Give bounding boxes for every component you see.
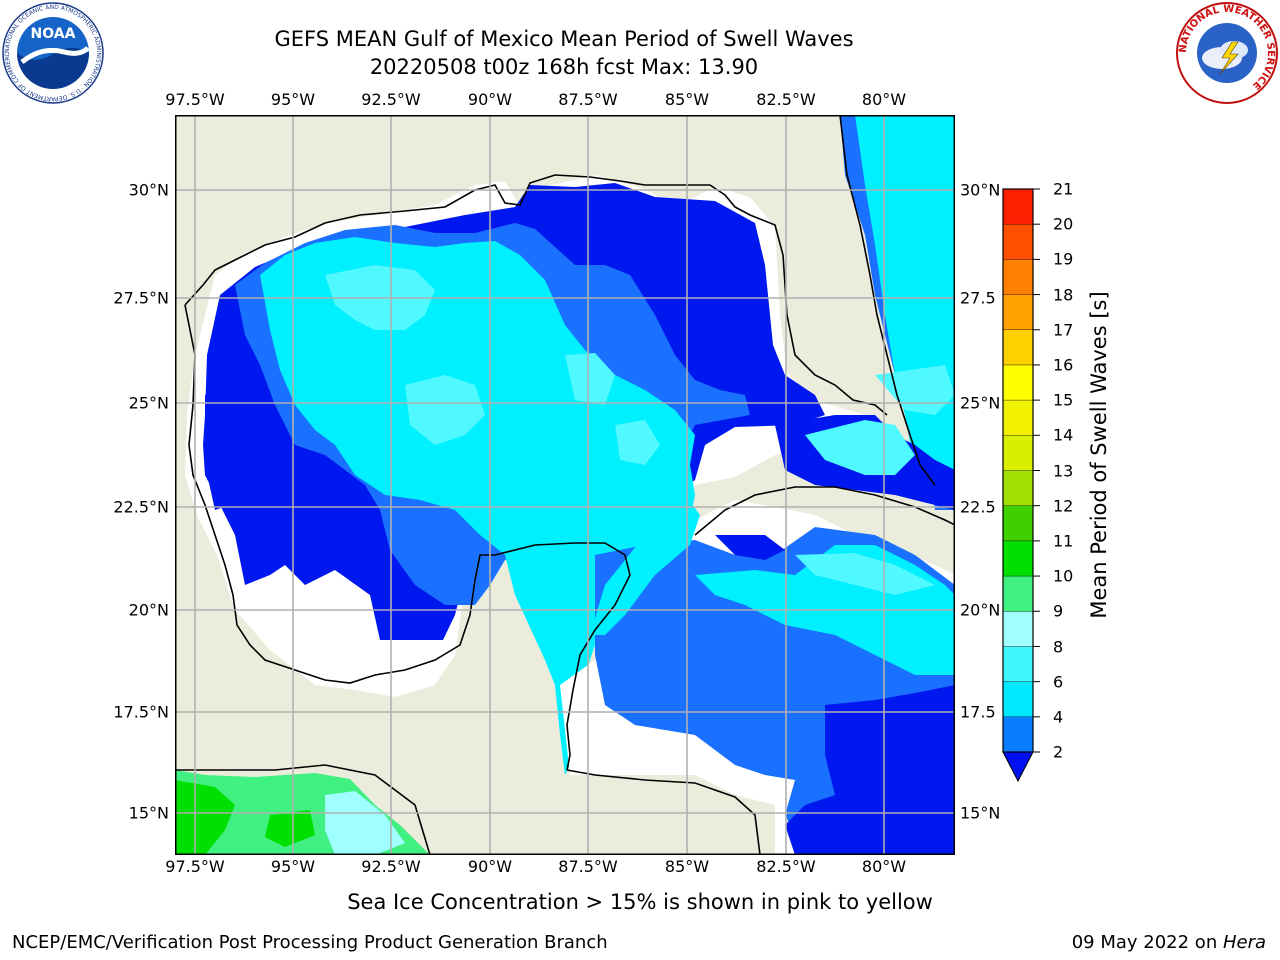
lat-label-left: 27.5°N [113,288,169,308]
coastline [566,769,761,854]
colorbar-tick-label: 16 [1053,355,1074,375]
colorbar-segment [1003,364,1033,401]
colorbar-axis-label: Mean Period of Swell Waves [s] [1087,291,1111,618]
lat-label-left: 17.5°N [113,702,169,722]
lon-label-top: 95°W [270,90,316,109]
colorbar-segment [1003,681,1033,718]
lat-label-left: 15°N [128,803,169,823]
colorbar-tick-label: 2 [1053,742,1064,762]
colorbar-segment [1003,224,1033,260]
run-date: 09 May 2022 on Hera [1072,932,1266,953]
lon-label-bottom: 90°W [467,857,513,876]
noaa-logo: NATIONAL OCEANIC AND ATMOSPHERIC ADMINIS… [2,2,104,104]
lon-label-bottom: 97.5°W [165,857,225,876]
lon-label-top: 97.5°W [165,90,225,109]
lon-label-bottom: 92.5°W [361,857,421,876]
colorbar-segment [1003,540,1033,577]
colorbar-tick-label: 13 [1053,461,1074,481]
colorbar-segment [1003,259,1033,295]
colorbar-segment [1003,329,1033,366]
nws-logo: NATIONAL WEATHER SERVICE [1176,2,1278,104]
colorbar-tick-label: 6 [1053,672,1064,692]
colorbar-tick-label: 21 [1053,179,1074,199]
lat-label-left: 20°N [128,600,169,620]
lon-label-top: 85°W [664,90,710,109]
lat-label-right: 20°N [960,600,1001,620]
colorbar-tick-label: 4 [1053,707,1064,727]
colorbar-segment [1003,576,1033,612]
lon-label-bottom: 85°W [664,857,710,876]
machine-name: Hera [1222,932,1266,953]
colorbar [1002,188,1040,783]
colorbar-tick-label: 19 [1053,249,1074,269]
credit-line: NCEP/EMC/Verification Post Processing Pr… [12,932,608,953]
lat-label-left: 30°N [128,180,169,200]
lat-label-left: 25°N [128,393,169,413]
lon-label-top: 90°W [467,90,513,109]
colorbar-axis-label-text: Mean Period of Swell Waves [s] [1087,291,1111,618]
lon-label-bottom: 87.5°W [558,857,618,876]
colorbar-tick-label: 20 [1053,214,1074,234]
lon-label-bottom: 95°W [270,857,316,876]
lat-label-right: 15°N [960,803,1001,823]
lon-label-top: 87.5°W [558,90,618,109]
swell-period-contour [175,780,235,854]
coastline [839,115,936,486]
run-date-text: 09 May 2022 on [1071,932,1223,953]
colorbar-segment [1003,470,1033,506]
colorbar-tick-label: 14 [1053,425,1074,445]
lon-label-bottom: 80°W [861,857,907,876]
colorbar-segment [1003,716,1033,753]
colorbar-tick-label: 18 [1053,285,1074,305]
colorbar-segment [1003,400,1033,436]
swell-period-contour [715,535,785,560]
colorbar-tick-label: 9 [1053,601,1064,621]
colorbar-segment [1003,505,1033,542]
lat-label-right: 25°N [960,393,1001,413]
lat-label-left: 22.5°N [113,497,169,517]
colorbar-tick-label: 10 [1053,566,1074,586]
sea-ice-note: Sea Ice Concentration > 15% is shown in … [347,890,933,914]
swell-period-contour [205,385,245,510]
coastline [184,174,888,416]
map-subtitle: 20220508 t00z 168h fcst Max: 13.90 [369,55,759,79]
colorbar-tick-label: 12 [1053,496,1074,516]
graticule [175,115,954,854]
swell-period-contour [350,765,437,854]
colorbar-segment [1003,611,1033,647]
map-title: GEFS MEAN Gulf of Mexico Mean Period of … [274,27,854,51]
lon-label-top: 82.5°W [756,90,816,109]
colorbar-tick-label: 8 [1053,637,1064,657]
swell-period-contour [565,353,615,405]
swell-period-contour [785,685,954,854]
map-frame [175,115,955,855]
swell-period-contour [795,553,935,595]
colorbar-tick-label: 15 [1053,390,1074,410]
colorbar-segment [1003,294,1033,331]
swell-period-contour [805,420,915,475]
colorbar-segment [1003,189,1033,225]
lat-label-right: 17.5 [960,702,996,722]
swell-period-contour [615,420,660,465]
lat-label-right: 22.5 [960,497,996,517]
swell-period-contour [265,810,315,847]
swell-period-contour [325,791,405,854]
colorbar-tick-label: 11 [1053,531,1074,551]
lon-label-top: 80°W [861,90,907,109]
lon-label-top: 92.5°W [361,90,421,109]
coastline [184,304,631,771]
lat-label-right: 27.5 [960,288,996,308]
lon-label-bottom: 82.5°W [756,857,816,876]
coastline [694,486,954,536]
colorbar-segment [1003,646,1033,682]
colorbar-segment [1003,435,1033,471]
map-panel [175,115,955,855]
coastline [175,764,431,854]
colorbar-tick-label: 17 [1053,320,1074,340]
noaa-logo-text: NOAA [31,26,76,42]
colorbar-under-arrow [1002,751,1034,783]
lat-label-right: 30°N [960,180,1001,200]
swell-period-contour [405,375,485,445]
